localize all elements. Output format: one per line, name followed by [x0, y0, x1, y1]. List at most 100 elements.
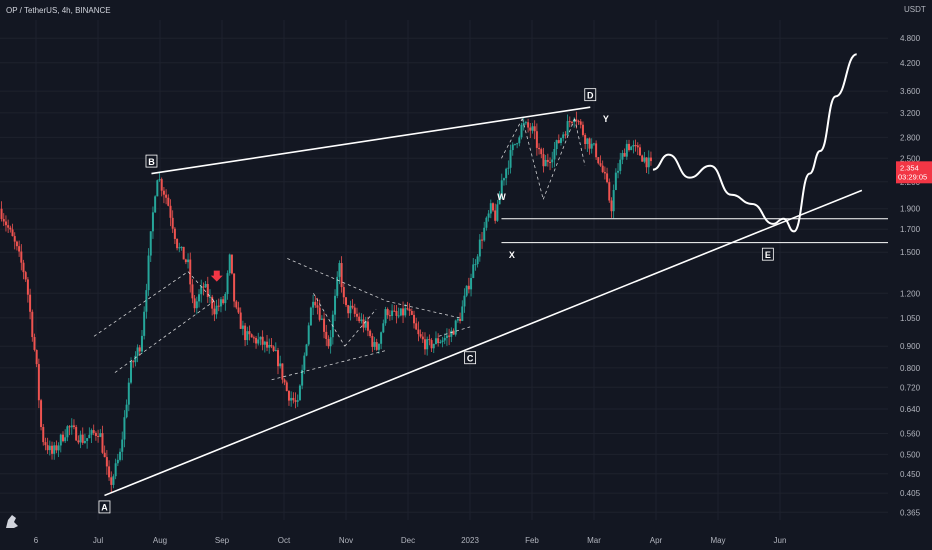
time-tick-2: Aug: [153, 536, 167, 545]
time-tick-3: Sep: [215, 536, 230, 545]
candle-body: [434, 338, 437, 344]
pattern-line-4[interactable]: [271, 349, 387, 381]
candle-body: [162, 190, 165, 195]
candle-body: [42, 426, 45, 443]
candle-body: [250, 334, 253, 338]
symbol-title: OP / TetherUS, 4h, BINANCE: [6, 6, 111, 15]
wave-label-C: C: [467, 353, 474, 363]
candle-body: [500, 180, 503, 196]
candle-body: [255, 337, 258, 344]
price-tick-14: 0.720: [900, 383, 921, 392]
candle-body: [377, 343, 380, 350]
candle-body: [551, 159, 554, 163]
candle-body: [266, 341, 269, 348]
candle-body: [292, 397, 295, 401]
candle-body: [496, 204, 499, 221]
pattern-line-2[interactable]: [187, 271, 215, 302]
pattern-line-6[interactable]: [344, 309, 377, 347]
candle-body: [546, 159, 549, 162]
candle-body: [140, 335, 143, 352]
candle-body: [628, 143, 631, 151]
candle-body: [562, 134, 565, 139]
pattern-line-11[interactable]: [542, 118, 575, 200]
pattern-line-1[interactable]: [114, 300, 215, 373]
candle-body: [382, 323, 385, 333]
candle-body: [520, 124, 523, 138]
candle-body: [189, 259, 192, 285]
candle-body: [397, 315, 400, 317]
trendline-lower-support[interactable]: [104, 189, 863, 497]
candle-body: [261, 336, 264, 345]
candle-body: [638, 147, 641, 156]
candle-body: [248, 331, 251, 335]
candle-body: [68, 426, 71, 428]
candle-body: [200, 286, 203, 295]
pattern-line-0[interactable]: [93, 271, 189, 337]
candle-body: [345, 297, 348, 306]
candle-body: [187, 259, 190, 263]
price-tick-1: 4.200: [900, 59, 921, 68]
candle-body: [430, 340, 433, 349]
candle-body: [380, 332, 383, 344]
time-axis[interactable]: 6 Jul Aug Sep Oct Nov Dec 2023 Feb Mar Apr May Jun: [34, 536, 787, 545]
candle-body: [294, 400, 297, 402]
candle-body: [511, 144, 514, 151]
candle-body: [46, 445, 49, 451]
candle-body: [309, 307, 312, 326]
candle-body: [632, 145, 635, 147]
trendline-upper-resistance[interactable]: [151, 106, 591, 175]
drawing-overlays: [93, 53, 888, 497]
current-price-badge: [896, 161, 932, 184]
pattern-line-12[interactable]: [574, 118, 586, 166]
pattern-line-3[interactable]: [287, 258, 387, 302]
candle-body: [318, 307, 321, 320]
projection-curve[interactable]: [652, 53, 858, 233]
pattern-line-9[interactable]: [501, 118, 523, 159]
candle-body: [116, 459, 119, 464]
wave-label-B: B: [148, 157, 155, 167]
candle-body: [138, 347, 141, 352]
current-price-value: 2.354: [900, 163, 919, 172]
candle-body: [75, 426, 78, 441]
candle-body: [509, 150, 512, 168]
time-tick-1: Jul: [93, 536, 103, 545]
candle-body: [121, 439, 124, 452]
candle-body: [125, 404, 128, 418]
price-tick-20: 0.365: [900, 508, 921, 517]
candle-body: [219, 299, 222, 307]
price-axis[interactable]: USDT4.8004.2003.6003.2002.8002.5002.2001…: [896, 5, 932, 517]
arrow-down-icon[interactable]: [210, 270, 223, 282]
time-tick-5: Nov: [339, 536, 353, 545]
candle-body: [478, 239, 481, 257]
pattern-line-10[interactable]: [521, 118, 544, 200]
candle-body: [193, 298, 196, 309]
pattern-line-5[interactable]: [313, 293, 346, 347]
time-tick-8: Feb: [525, 536, 539, 545]
candle-body: [549, 161, 552, 163]
candlestick-series: [0, 111, 652, 493]
candle-body: [366, 321, 369, 331]
candle-body: [608, 182, 611, 201]
candle-body: [90, 430, 93, 435]
candle-body: [351, 305, 354, 308]
candle-body: [178, 247, 181, 249]
candle-body: [213, 308, 216, 315]
candle-body: [454, 320, 457, 335]
candle-body: [375, 342, 378, 350]
price-tick-4: 2.800: [900, 133, 921, 142]
candle-body: [485, 217, 488, 228]
price-tick-18: 0.450: [900, 470, 921, 479]
candle-body: [217, 305, 220, 307]
candle-body: [544, 159, 547, 167]
candle-body: [301, 369, 304, 386]
price-tick-7: 1.900: [900, 205, 921, 214]
tradingview-logo[interactable]: [6, 515, 18, 528]
candle-body: [77, 440, 80, 443]
candle-body: [358, 316, 361, 322]
candle-body: [472, 264, 475, 279]
candle-body: [579, 121, 582, 125]
wave-label-E-box: [761, 247, 774, 261]
pattern-line-7[interactable]: [386, 300, 460, 319]
